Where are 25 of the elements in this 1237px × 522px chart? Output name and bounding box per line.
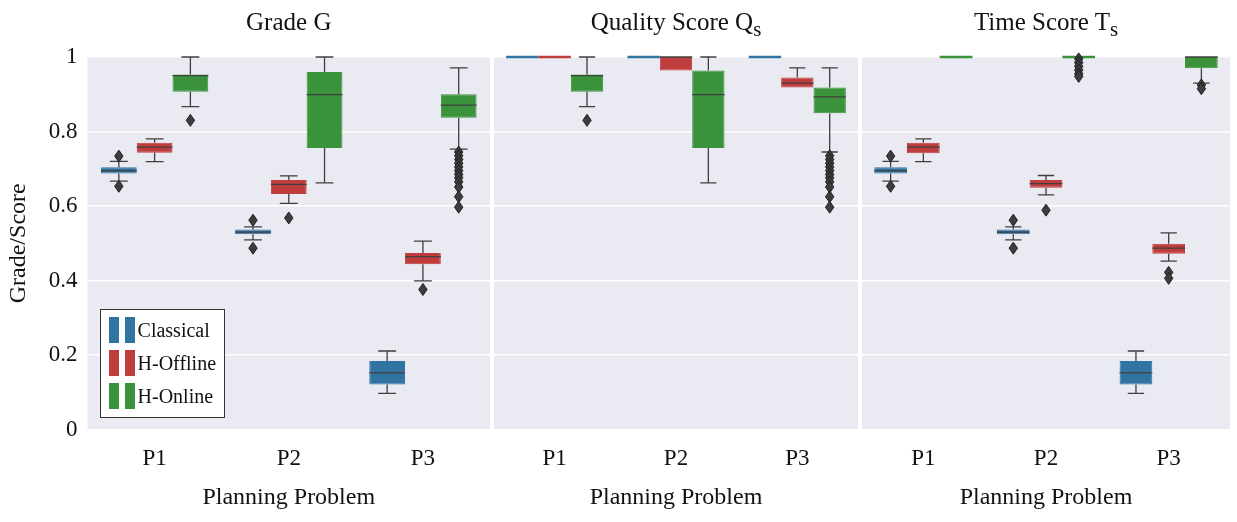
x-tick-label: P3 [1156,445,1181,471]
x-axis-title: Planning Problem [959,482,1133,509]
y-tick-label: 1 [66,43,78,69]
legend-label: H-Offline [137,351,217,375]
y-tick-label: 0 [66,415,78,441]
y-tick-label: 0.6 [48,192,78,218]
x-tick-label: P1 [542,445,567,471]
x-tick-label: P3 [410,445,436,471]
y-axis-title: Grade/Score [3,183,30,304]
y-tick-label: 0.2 [48,341,78,367]
x-tick-label: P3 [785,445,810,471]
legend-label: Classical [137,318,210,342]
y-tick-label: 0.8 [48,117,78,143]
chart-title: Time Score T$_{s}$ [972,8,1120,42]
x-tick-label: P2 [663,445,689,471]
x-tick-label: P1 [142,445,167,471]
chart-title: Grade G [245,8,333,36]
x-axis-title: Planning Problem [589,482,763,509]
x-tick-label: P1 [911,445,936,471]
x-axis-title: Planning Problem [202,482,376,509]
y-tick-label: 0.4 [48,266,79,292]
x-tick-label: P2 [1033,445,1059,471]
x-tick-label: P2 [276,445,301,471]
legend-label: H-Online [137,384,214,408]
chart-title: Quality Score Q$_{s}$ [589,8,763,42]
